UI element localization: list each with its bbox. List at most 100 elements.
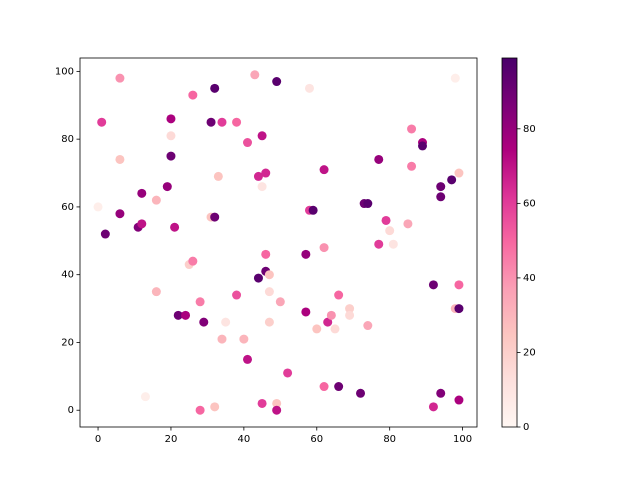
point [447,175,457,185]
point [319,165,329,175]
point [217,334,227,344]
point [312,324,322,334]
point [323,317,333,327]
point [151,195,161,205]
point [239,334,249,344]
point [195,405,205,415]
point [403,219,413,229]
y-tick-label: 40 [61,270,74,281]
point [206,117,216,127]
point [330,324,340,334]
point [454,168,464,178]
point [232,290,242,300]
point [97,117,107,127]
point [243,354,253,364]
point [166,151,176,161]
point [137,219,147,229]
x-tick-label: 60 [310,434,323,445]
point [308,205,318,215]
colorbar-tick-label: 0 [523,422,529,433]
point [195,297,205,307]
point [388,239,398,249]
colorbar-tick-label: 20 [523,347,536,358]
point [264,317,274,327]
point [450,73,460,83]
point [188,256,198,266]
point [356,388,366,398]
point [253,171,263,181]
point [363,199,373,209]
point [345,310,355,320]
plot-frame [79,57,478,428]
point [257,131,267,141]
point [428,280,438,290]
point [363,321,373,331]
point [334,382,344,392]
point [301,307,311,317]
point [454,395,464,405]
point [374,239,384,249]
point [140,392,150,402]
point [304,83,314,93]
point [326,310,336,320]
point [257,398,267,408]
point [217,117,227,127]
point [221,317,231,327]
point [272,405,282,415]
point [162,182,172,192]
y-tick-label: 100 [55,66,74,77]
point [173,310,183,320]
point [257,182,267,192]
point [436,182,446,192]
y-tick-label: 0 [68,405,74,416]
point [232,117,242,127]
point [264,287,274,297]
colorbar-tick-label: 60 [523,198,536,209]
colorbar-tick-label: 80 [523,124,536,135]
x-tick-label: 80 [383,434,396,445]
point [436,192,446,202]
point [137,188,147,198]
x-tick-label: 100 [453,434,472,445]
point [151,287,161,297]
point [334,290,344,300]
point [436,388,446,398]
point [243,138,253,148]
point [283,368,293,378]
point [407,124,417,134]
point [166,114,176,124]
point [100,229,110,239]
point [210,402,220,412]
point [115,154,125,164]
colorbar [501,57,518,428]
point [454,280,464,290]
y-tick-label: 60 [61,202,74,213]
point [210,83,220,93]
point [345,304,355,314]
point [253,273,263,283]
point [374,154,384,164]
point [272,398,282,408]
point [210,212,220,222]
point [181,310,191,320]
point [319,382,329,392]
point [417,141,427,151]
point [275,297,285,307]
point [381,215,391,225]
point [213,171,223,181]
point [261,168,271,178]
point [115,209,125,219]
point [261,249,271,259]
point [264,270,274,280]
point [454,304,464,314]
colorbar-tick-label: 40 [523,273,536,284]
point [170,222,180,232]
point [250,70,260,80]
y-tick-label: 80 [61,134,74,145]
point [428,402,438,412]
point [188,90,198,100]
x-tick-label: 0 [95,434,101,445]
point [115,73,125,83]
